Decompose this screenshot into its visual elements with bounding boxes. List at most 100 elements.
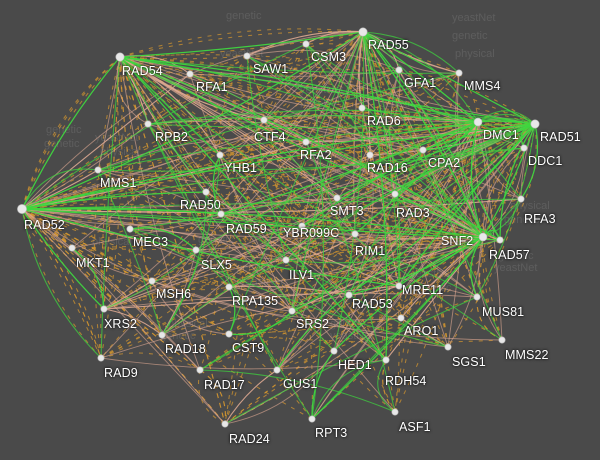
node-rad50[interactable] <box>202 188 210 196</box>
edge-green <box>129 123 536 230</box>
edge-green <box>212 154 222 215</box>
edge-green <box>305 43 371 156</box>
edge-green <box>199 369 396 413</box>
edge-green <box>311 236 484 420</box>
node-rpt3[interactable] <box>308 415 316 423</box>
edge-salmon <box>21 73 191 210</box>
node-rad18[interactable] <box>158 331 166 339</box>
node-rad3[interactable] <box>391 190 399 198</box>
edge-orange <box>205 121 479 193</box>
edge-salmon <box>97 56 121 171</box>
node-rfa2[interactable] <box>302 138 310 146</box>
edge-salmon <box>219 31 364 156</box>
node-rad52[interactable] <box>17 204 27 214</box>
edge-orange <box>21 56 121 210</box>
node-mkt1[interactable] <box>68 244 76 252</box>
edge-green <box>305 43 484 238</box>
edge-orange <box>161 310 402 336</box>
edge-orange <box>382 359 396 413</box>
node-rad53[interactable] <box>345 291 353 299</box>
node-saw1[interactable] <box>243 52 251 60</box>
edge-green <box>470 236 484 298</box>
graph-nodes-layer[interactable] <box>17 27 540 428</box>
node-ilv1[interactable] <box>282 256 290 264</box>
node-yhb1[interactable] <box>216 151 224 159</box>
edge-orange <box>21 208 313 420</box>
node-gfa1[interactable] <box>395 66 403 74</box>
edge-orange <box>21 56 121 210</box>
node-rad57[interactable] <box>496 236 504 244</box>
node-mre11[interactable] <box>395 282 403 290</box>
edge-orange <box>205 191 484 238</box>
edge-salmon <box>400 236 484 319</box>
node-gus1[interactable] <box>273 366 281 374</box>
node-cst9[interactable] <box>225 330 233 338</box>
node-xrs2[interactable] <box>100 305 108 313</box>
node-msh6[interactable] <box>148 277 156 285</box>
edge-salmon <box>219 154 387 361</box>
edge-green <box>220 213 449 348</box>
node-rfa3[interactable] <box>517 195 525 203</box>
node-rad9[interactable] <box>97 354 105 362</box>
node-dmc1[interactable] <box>473 117 483 127</box>
node-rad54[interactable] <box>115 52 125 62</box>
edge-salmon <box>119 56 478 298</box>
edge-salmon <box>161 121 479 336</box>
node-ddc1[interactable] <box>520 144 528 152</box>
node-rpb2[interactable] <box>144 120 152 128</box>
edge-green <box>520 123 539 200</box>
edge-green <box>119 56 503 341</box>
node-rfa1[interactable] <box>186 70 194 78</box>
node-rad24[interactable] <box>221 420 229 428</box>
node-rad6[interactable] <box>358 104 366 112</box>
edge-green <box>394 193 484 238</box>
node-cpa2[interactable] <box>419 146 427 154</box>
edge-orange <box>219 123 536 156</box>
node-sgs1[interactable] <box>444 343 452 351</box>
node-rad51[interactable] <box>530 119 540 129</box>
node-hed1[interactable] <box>330 347 338 355</box>
node-smt3[interactable] <box>333 194 341 202</box>
edge-green <box>422 121 479 151</box>
edge-salmon <box>100 294 350 359</box>
node-mms1[interactable] <box>94 166 102 174</box>
edge-green <box>21 31 364 210</box>
node-mec3[interactable] <box>126 225 134 233</box>
node-ctf4[interactable] <box>260 116 268 124</box>
node-csm3[interactable] <box>302 40 310 48</box>
node-rdh54[interactable] <box>382 356 390 364</box>
node-rad17[interactable] <box>196 366 204 374</box>
edge-salmon <box>71 247 226 425</box>
node-aro1[interactable] <box>397 314 405 322</box>
node-srs2[interactable] <box>288 307 296 315</box>
edge-green <box>199 239 501 371</box>
edge-green <box>336 196 501 241</box>
edge-orange <box>103 121 479 310</box>
edge-green <box>119 56 313 420</box>
node-rad55[interactable] <box>358 27 368 37</box>
edge-green <box>377 359 396 413</box>
edge-orange <box>151 121 479 282</box>
edge-salmon <box>21 208 226 425</box>
node-mms22[interactable] <box>498 336 506 344</box>
node-slx5[interactable] <box>192 246 200 254</box>
node-rim1[interactable] <box>351 230 359 238</box>
edge-orange <box>119 56 163 336</box>
edge-orange <box>354 198 522 235</box>
node-mus81[interactable] <box>473 293 481 301</box>
node-asf1[interactable] <box>391 408 399 416</box>
node-rpa135[interactable] <box>225 283 233 291</box>
edge-orange <box>398 69 536 125</box>
edge-orange <box>151 278 293 312</box>
node-rad16[interactable] <box>366 151 374 159</box>
edge-orange <box>21 123 536 210</box>
edge-orange <box>305 141 484 238</box>
node-rad59[interactable] <box>217 210 225 218</box>
node-ybr099c[interactable] <box>298 222 306 230</box>
node-mms4[interactable] <box>455 69 463 77</box>
node-snf2[interactable] <box>478 232 488 242</box>
edge-green <box>199 123 536 371</box>
edge-orange <box>119 56 226 425</box>
edge-orange <box>21 208 73 249</box>
